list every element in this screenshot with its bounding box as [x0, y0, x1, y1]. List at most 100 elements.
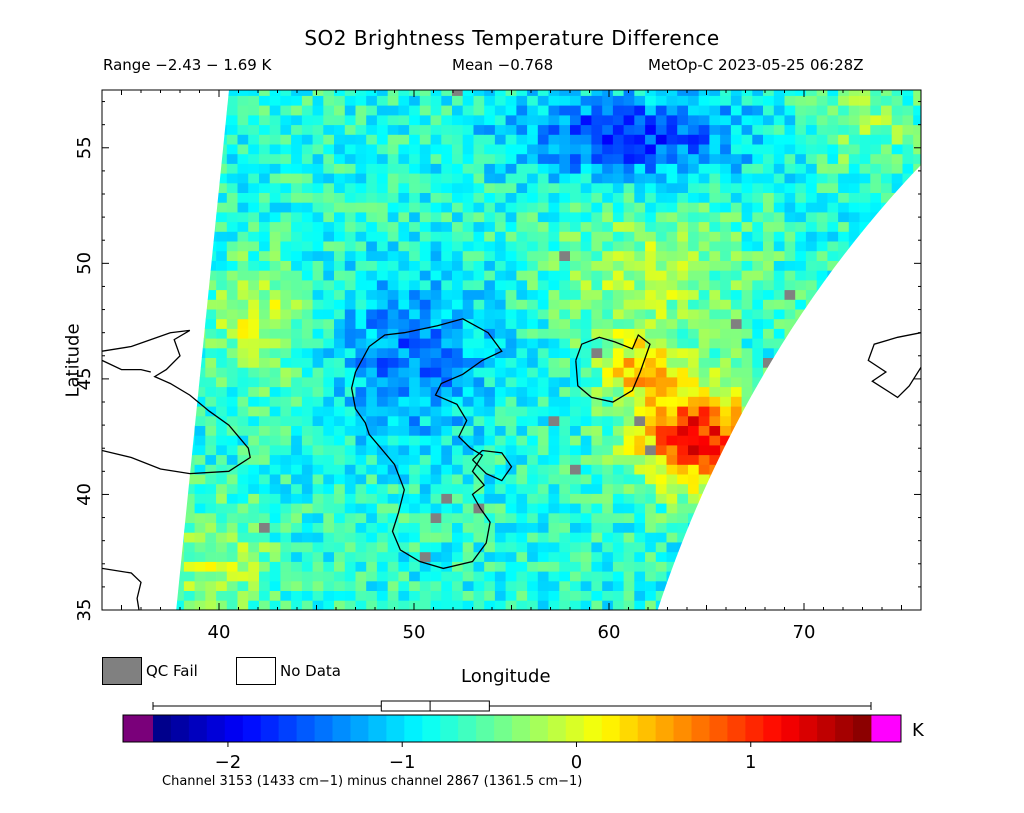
- range-label: Range −2.43 − 1.69 K: [103, 56, 272, 74]
- heatmap-cell: [505, 124, 517, 135]
- heatmap-cell: [698, 357, 710, 368]
- heatmap-cell: [591, 309, 603, 320]
- heatmap-cell: [752, 406, 764, 417]
- heatmap-cell: [891, 280, 903, 291]
- heatmap-cell: [344, 474, 356, 485]
- heatmap-cell: [548, 600, 560, 610]
- heatmap-cell: [205, 406, 217, 417]
- heatmap-cell: [376, 231, 388, 242]
- heatmap-cell: [559, 105, 571, 116]
- heatmap-cell: [612, 270, 624, 281]
- heatmap-cell: [494, 153, 506, 164]
- heatmap-cell: [655, 464, 667, 475]
- heatmap-cell: [827, 241, 839, 252]
- heatmap-cell: [419, 396, 431, 407]
- heatmap-cell: [312, 571, 324, 582]
- heatmap-cell: [162, 426, 173, 436]
- heatmap-cell: [376, 600, 388, 610]
- heatmap-cell: [355, 241, 367, 252]
- heatmap-cell: [441, 221, 453, 232]
- heatmap-cell: [312, 483, 324, 494]
- heatmap-cell: [537, 124, 549, 135]
- heatmap-cell: [848, 435, 860, 446]
- heatmap-cell: [291, 386, 303, 397]
- heatmap-cell: [183, 90, 195, 96]
- heatmap-cell: [462, 396, 474, 407]
- heatmap-cell: [870, 289, 882, 300]
- heatmap-cell: [516, 182, 528, 193]
- heatmap-cell: [280, 367, 292, 378]
- heatmap-cell: [419, 115, 431, 126]
- heatmap-cell: [216, 454, 228, 465]
- heatmap-cell: [152, 319, 163, 329]
- heatmap-cell: [237, 483, 249, 494]
- y-tick-label: 45: [74, 367, 95, 390]
- heatmap-cell: [848, 270, 860, 281]
- heatmap-cell: [419, 134, 431, 145]
- heatmap-cell: [527, 182, 539, 193]
- heatmap-cell: [805, 503, 817, 514]
- heatmap-cell: [784, 415, 796, 426]
- heatmap-cell: [570, 260, 582, 271]
- heatmap-cell: [602, 454, 614, 465]
- heatmap-cell: [891, 202, 903, 213]
- heatmap-cell: [773, 532, 785, 543]
- heatmap-cell: [280, 435, 292, 446]
- heatmap-cell: [838, 241, 850, 252]
- heatmap-cell: [537, 95, 549, 106]
- heatmap-cell: [334, 260, 346, 271]
- heatmap-cell: [269, 464, 281, 475]
- heatmap-cell: [366, 532, 378, 543]
- heatmap-cell: [216, 260, 228, 271]
- heatmap-cell: [430, 202, 442, 213]
- heatmap-cell: [623, 202, 635, 213]
- heatmap-cell: [612, 396, 624, 407]
- heatmap-cell: [763, 503, 775, 514]
- heatmap-cell: [591, 474, 603, 485]
- heatmap-cell: [784, 270, 796, 281]
- heatmap-cell: [484, 474, 496, 485]
- heatmap-cell: [269, 221, 281, 232]
- heatmap-cell: [355, 386, 367, 397]
- heatmap-cell: [366, 173, 378, 184]
- colorbar-segment: [835, 715, 854, 742]
- heatmap-cell: [848, 153, 860, 164]
- heatmap-cell: [698, 289, 710, 300]
- heatmap-cell: [312, 512, 324, 523]
- heatmap-cell: [655, 299, 667, 310]
- heatmap-cell: [795, 299, 807, 310]
- heatmap-cell: [484, 124, 496, 135]
- heatmap-cell: [484, 386, 496, 397]
- coastline: [102, 567, 142, 610]
- heatmap-cell: [152, 280, 163, 290]
- heatmap-cell: [913, 289, 921, 300]
- heatmap-cell: [720, 328, 732, 339]
- heatmap-cell: [881, 406, 893, 417]
- heatmap-cell: [387, 464, 399, 475]
- heatmap-cell: [334, 144, 346, 155]
- heatmap-cell: [248, 483, 260, 494]
- heatmap-cell: [237, 503, 249, 514]
- heatmap-cell: [730, 90, 742, 96]
- heatmap-cell: [194, 532, 206, 543]
- heatmap-cell: [505, 367, 517, 378]
- heatmap-cell: [698, 464, 710, 475]
- heatmap-cell: [848, 163, 860, 174]
- heatmap-cell: [870, 474, 882, 485]
- heatmap-cell: [398, 318, 410, 329]
- heatmap-cell: [162, 115, 173, 125]
- colorbar-segment: [153, 715, 172, 742]
- heatmap-cell: [409, 76, 420, 86]
- heatmap-cell: [152, 445, 163, 455]
- heatmap-cell: [216, 115, 228, 126]
- heatmap-cell: [291, 309, 303, 320]
- heatmap-cell: [741, 600, 753, 610]
- heatmap-cell: [848, 590, 860, 601]
- heatmap-cell: [752, 115, 764, 126]
- heatmap-cell: [741, 580, 753, 591]
- heatmap-cell: [269, 318, 281, 329]
- heatmap-cell: [194, 280, 206, 291]
- heatmap-cell: [913, 124, 921, 135]
- heatmap-cell: [334, 406, 346, 417]
- heatmap-cell: [176, 396, 185, 407]
